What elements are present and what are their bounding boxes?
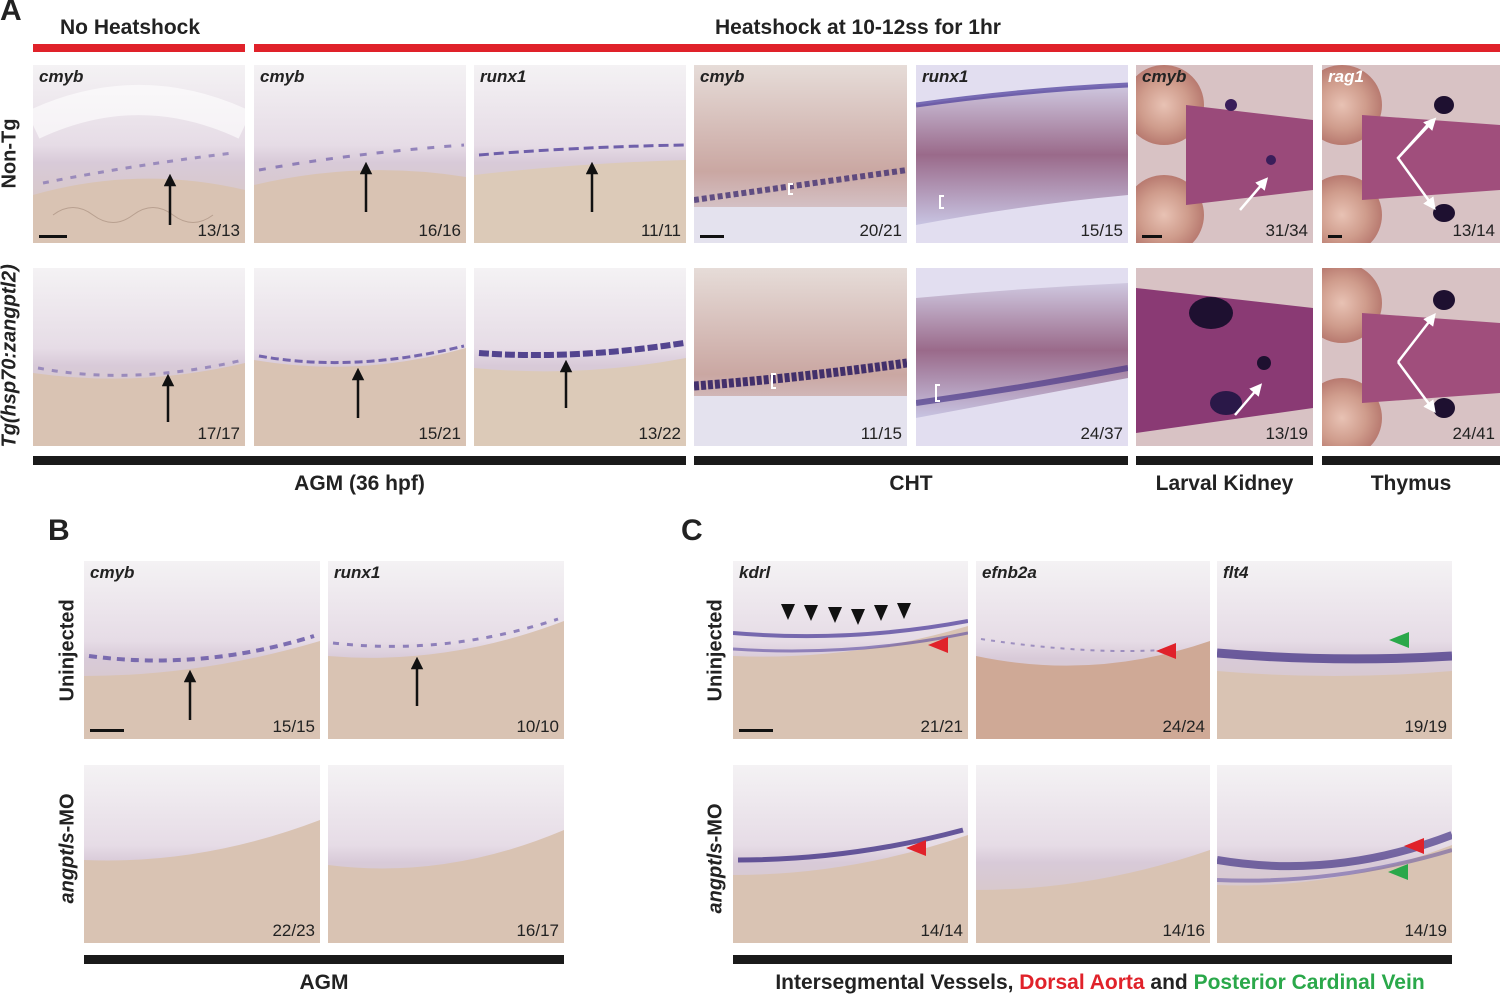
black-bar-agm [84, 955, 564, 964]
row-label-mo-suffix: -MO [56, 793, 79, 833]
score-label: 22/23 [272, 921, 315, 940]
gene-label: cmyb [260, 67, 305, 86]
score-label: 10/10 [516, 717, 559, 736]
row-label-uninjected-b: Uninjected [56, 599, 79, 702]
label-thymus: Thymus [1370, 472, 1452, 495]
score-label: 13/13 [197, 221, 240, 240]
score-label: 14/16 [1162, 921, 1205, 940]
score-label: 17/17 [197, 424, 240, 443]
image-a-top-3: runx1 11/11 [474, 65, 686, 243]
image-a-top-5: runx1 15/15 [916, 65, 1128, 243]
label-vessels-part3: and [1144, 971, 1194, 994]
gene-label: cmyb [1142, 67, 1187, 86]
image-a-top-6: cmyb 31/34 [1136, 65, 1313, 243]
scale-bar [739, 729, 773, 732]
label-vessels: Intersegmental Vessels, Dorsal Aorta and… [700, 971, 1500, 995]
image-a-top-2: cmyb 16/16 [254, 65, 466, 243]
image-b-4: 16/17 [328, 765, 564, 943]
gene-label: efnb2a [982, 563, 1037, 582]
label-kidney: Larval Kidney [1155, 472, 1294, 495]
label-cht: CHT [889, 472, 933, 495]
image-c-6: 14/19 [1217, 765, 1452, 943]
score-label: 21/21 [920, 717, 963, 736]
label-dorsal-aorta: Dorsal Aorta [1019, 971, 1145, 994]
label-agm: AGM [299, 971, 349, 994]
image-a-bottom-4: 11/15 [694, 268, 907, 446]
score-label: 31/34 [1265, 221, 1308, 240]
gene-label: runx1 [922, 67, 969, 86]
score-label: 15/15 [272, 717, 315, 736]
gene-label: cmyb [700, 67, 745, 86]
image-a-top-7: rag1 13/14 [1322, 65, 1500, 243]
score-label: 24/37 [1080, 424, 1123, 443]
label-vessels-part1: Intersegmental Vessels, [775, 971, 1020, 994]
gene-label: rag1 [1328, 67, 1364, 86]
score-label: 15/21 [418, 424, 461, 443]
image-a-bottom-2: 15/21 [254, 268, 466, 446]
red-bar-no-heatshock [33, 44, 245, 52]
image-a-bottom-6: 13/19 [1136, 268, 1313, 446]
image-c-4: 14/14 [733, 765, 968, 943]
row-label-mo-italic: angptls [704, 842, 727, 914]
image-b-2: runx1 10/10 [328, 561, 564, 739]
score-label: 13/19 [1265, 424, 1308, 443]
gene-label: runx1 [480, 67, 527, 86]
score-label: 13/22 [638, 424, 681, 443]
score-label: 14/14 [920, 921, 963, 940]
header-no-heatshock: No Heatshock [60, 16, 201, 39]
row-label-mo-b: angptls-MO [56, 793, 80, 904]
gene-label: cmyb [39, 67, 84, 86]
score-label: 13/14 [1452, 221, 1495, 240]
image-a-bottom-5: 24/37 [916, 268, 1128, 446]
score-label: 20/21 [859, 221, 902, 240]
image-b-3: 22/23 [84, 765, 320, 943]
black-bar-agm36 [33, 456, 686, 465]
score-label: 16/17 [516, 921, 559, 940]
scale-bar [1328, 235, 1342, 238]
score-label: 24/41 [1452, 424, 1495, 443]
image-c-1: kdrl 21/21 [733, 561, 968, 739]
gene-label: runx1 [334, 563, 381, 582]
gene-label: kdrl [739, 563, 771, 582]
black-bar-kidney [1136, 456, 1313, 465]
image-c-5: 14/16 [976, 765, 1210, 943]
black-bar-thymus [1322, 456, 1500, 465]
image-a-top-4: cmyb 20/21 [694, 65, 907, 243]
scale-bar [700, 235, 724, 238]
red-bar-heatshock [254, 44, 1500, 52]
black-bar-cht [694, 456, 1128, 465]
score-label: 14/19 [1404, 921, 1447, 940]
row-label-mo-suffix: -MO [704, 803, 727, 843]
score-label: 24/24 [1162, 717, 1205, 736]
image-a-top-1: cmyb 13/13 [33, 65, 245, 243]
row-label-uninjected-c: Uninjected [704, 599, 727, 702]
panel-label-b: B [48, 514, 70, 547]
panel-label-a: A [0, 0, 22, 27]
row-label-mo-italic: angptls [56, 832, 79, 904]
score-label: 11/11 [640, 221, 681, 240]
scale-bar [90, 729, 124, 732]
row-label-non-tg: Non-Tg [0, 118, 21, 189]
image-a-bottom-3: 13/22 [474, 268, 686, 446]
row-label-mo-c: angptls-MO [704, 803, 728, 914]
score-label: 19/19 [1404, 717, 1447, 736]
score-label: 15/15 [1080, 221, 1123, 240]
image-c-3: flt4 19/19 [1217, 561, 1452, 739]
gene-label: cmyb [90, 563, 135, 582]
image-b-1: cmyb 15/15 [84, 561, 320, 739]
score-label: 11/15 [860, 424, 902, 443]
header-heatshock: Heatshock at 10-12ss for 1hr [715, 16, 1001, 39]
panel-label-c: C [681, 514, 703, 547]
scale-bar [39, 235, 67, 238]
image-c-2: efnb2a 24/24 [976, 561, 1210, 739]
black-bar-vessels [733, 955, 1452, 964]
label-cardinal-vein: Posterior Cardinal Vein [1193, 971, 1425, 994]
scale-bar [1142, 235, 1162, 238]
image-a-bottom-7: 24/41 [1322, 268, 1500, 446]
score-label: 16/16 [418, 221, 461, 240]
row-label-transgenic: Tg(hsp70:zangptl2) [0, 264, 21, 448]
gene-label: flt4 [1223, 563, 1249, 582]
label-agm36: AGM (36 hpf) [294, 472, 425, 495]
image-a-bottom-1: 17/17 [33, 268, 245, 446]
